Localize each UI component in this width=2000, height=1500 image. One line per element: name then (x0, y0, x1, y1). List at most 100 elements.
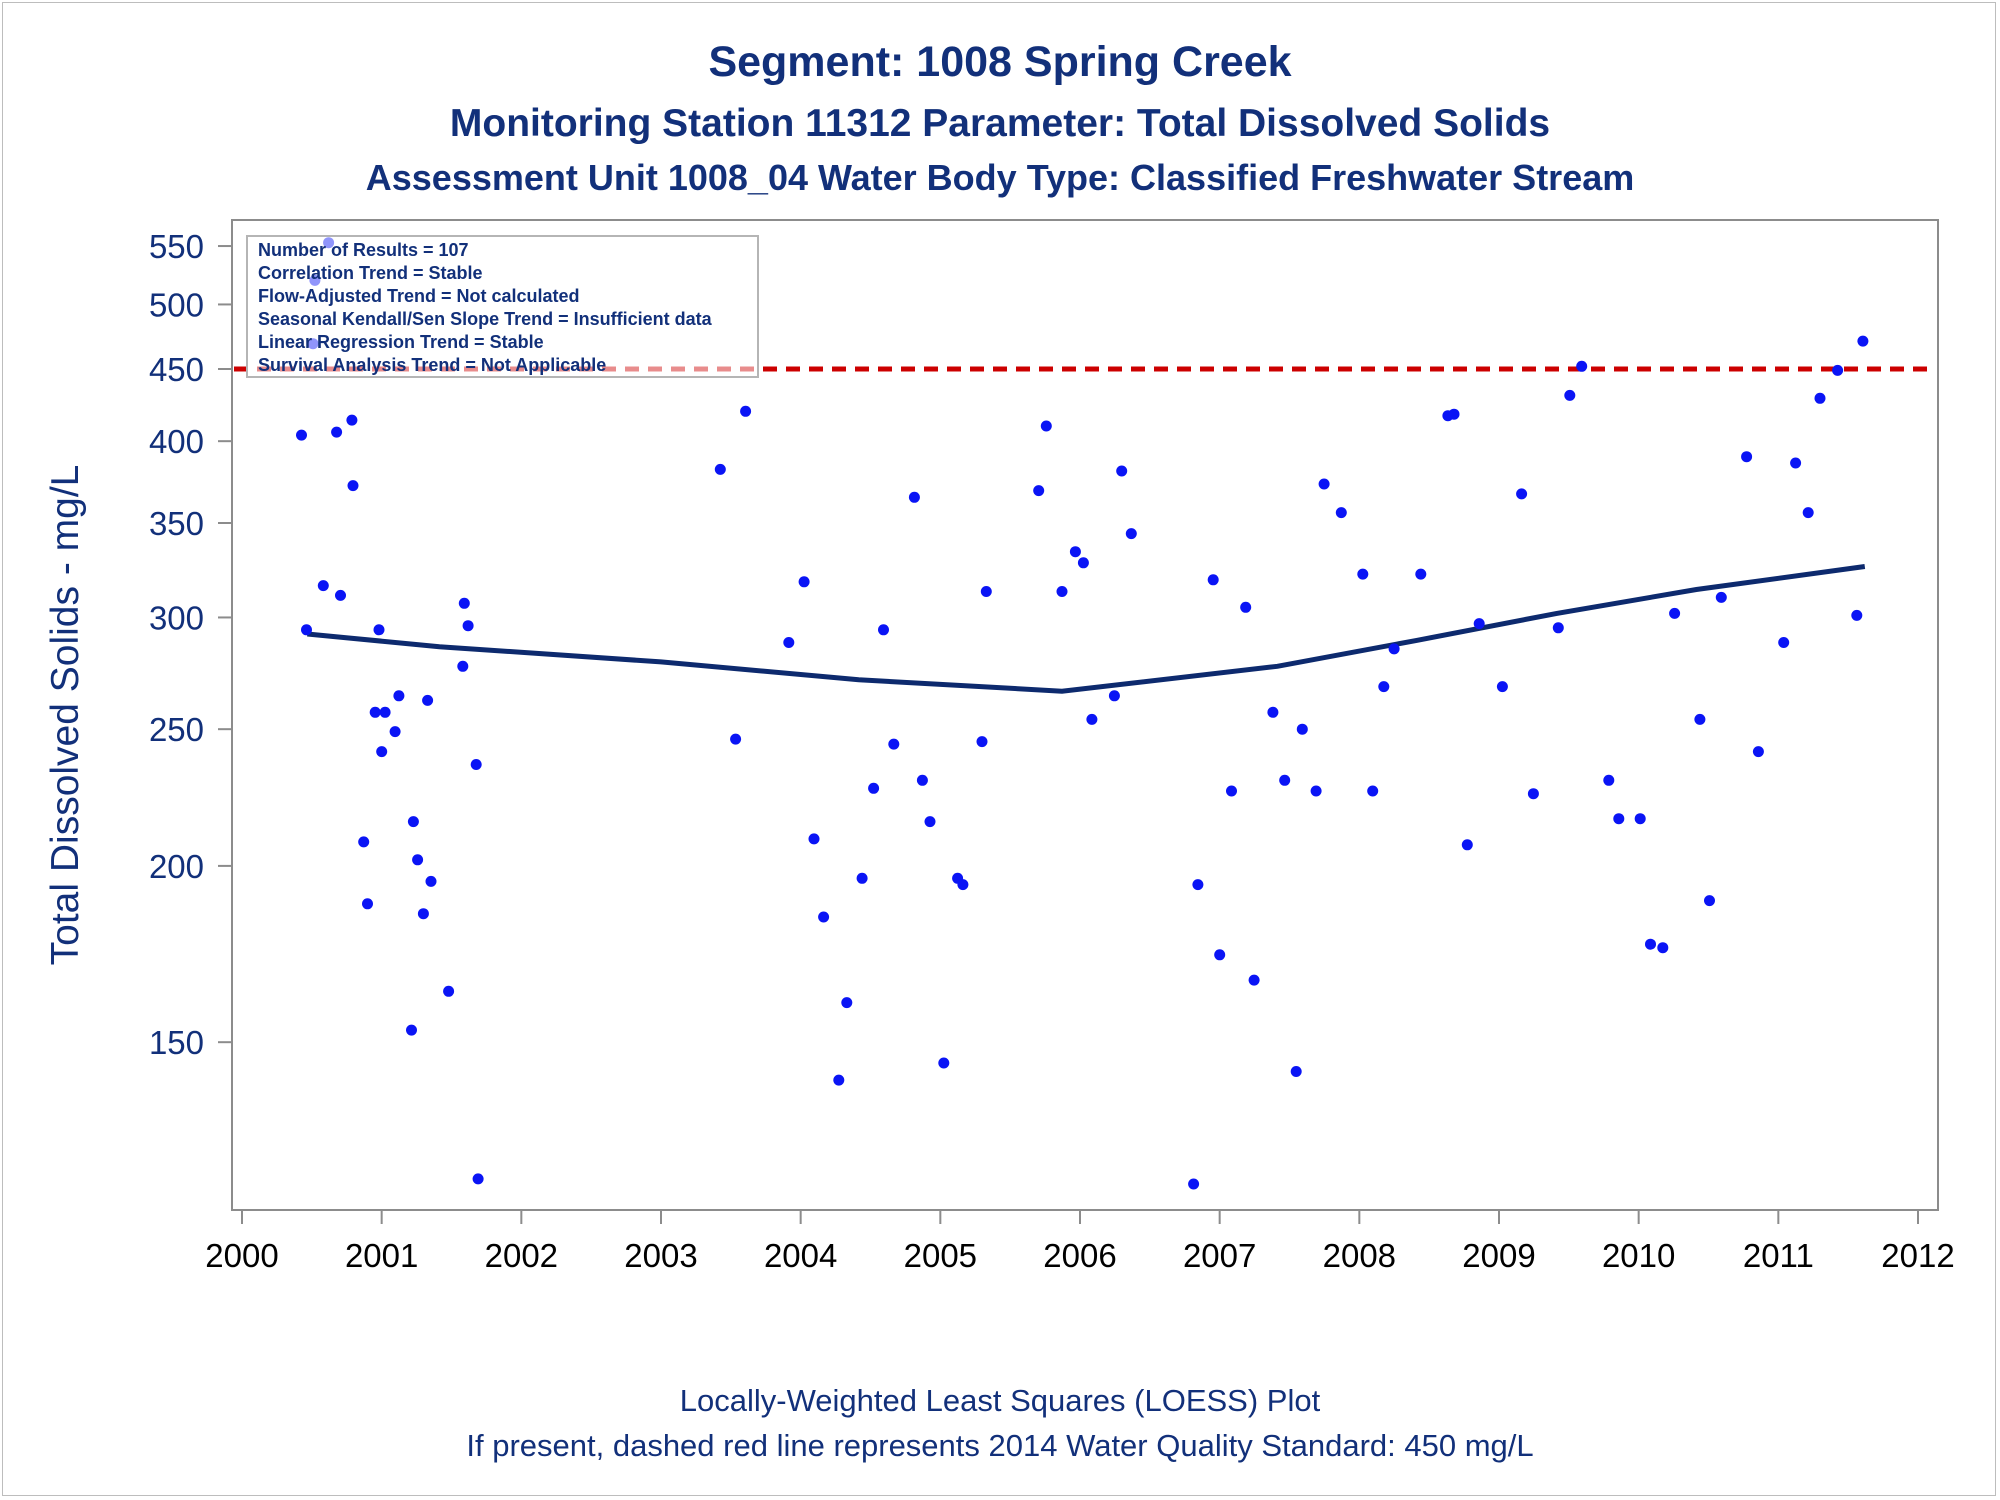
x-tick-label: 2003 (624, 1237, 697, 1274)
y-axis-label: Total Dissolved Solids - mg/L (44, 465, 87, 966)
data-point (1778, 637, 1790, 648)
data-point (1857, 335, 1869, 347)
data-point (1116, 465, 1128, 477)
data-point (1527, 788, 1539, 800)
data-point (980, 586, 992, 597)
legend-line: Number of Results = 107 (258, 240, 469, 260)
data-point (347, 480, 359, 492)
data-point (730, 733, 742, 745)
data-point (808, 833, 820, 845)
data-point (1516, 488, 1528, 500)
data-point (1214, 949, 1226, 961)
data-point (1192, 879, 1204, 891)
data-point (1741, 451, 1753, 463)
data-point (1645, 938, 1656, 950)
x-tick-label: 2001 (345, 1237, 418, 1274)
legend-line: Flow-Adjusted Trend = Not calculated (258, 286, 580, 306)
chart-title: Segment: 1008 Spring Creek (708, 38, 1292, 86)
data-point (470, 759, 482, 770)
y-tick-label: 450 (149, 351, 204, 388)
data-point (1496, 681, 1508, 693)
data-point (938, 1057, 950, 1069)
data-point (798, 576, 810, 588)
x-tick-label: 2008 (1323, 1237, 1396, 1274)
data-point (1752, 746, 1764, 758)
y-tick-label: 150 (149, 1024, 204, 1061)
data-point (1086, 713, 1098, 725)
data-point (1415, 568, 1427, 580)
x-tick-label: 2005 (904, 1237, 977, 1274)
data-point (1318, 478, 1330, 490)
data-point (462, 620, 474, 632)
data-point (1248, 974, 1260, 986)
x-tick-label: 2004 (764, 1237, 837, 1274)
data-point (331, 426, 343, 438)
data-point (841, 997, 853, 1009)
data-point (818, 911, 830, 923)
data-point (406, 1024, 417, 1036)
data-point (1296, 723, 1308, 735)
data-point (443, 985, 455, 997)
data-point (1125, 528, 1137, 540)
data-point (1603, 774, 1615, 786)
data-point (425, 875, 437, 887)
data-points (296, 237, 1869, 1190)
data-point (1634, 813, 1646, 825)
data-point (740, 405, 752, 417)
legend-line: Survival Analysis Trend = Not Applicable (258, 355, 606, 375)
data-point (1552, 622, 1564, 634)
data-point (1069, 546, 1081, 558)
data-point (1814, 392, 1826, 404)
data-point (908, 491, 920, 503)
data-point (1564, 389, 1576, 401)
data-point (1448, 408, 1460, 420)
data-point (407, 816, 419, 828)
y-tick-label: 550 (149, 228, 204, 265)
data-point (1388, 643, 1400, 655)
loess-line (307, 564, 1866, 694)
data-point (1335, 507, 1347, 519)
footnote-standard: If present, dashed red line represents 2… (466, 1428, 1534, 1463)
data-point (1802, 507, 1814, 519)
data-point (1033, 485, 1045, 497)
data-point (1576, 360, 1588, 372)
data-point (458, 597, 470, 609)
data-point (369, 706, 381, 718)
data-point (296, 429, 307, 441)
data-point (389, 726, 401, 738)
data-point (856, 872, 868, 884)
data-point (1704, 895, 1715, 907)
y-tick-label: 200 (149, 848, 204, 885)
data-point (393, 690, 405, 702)
x-tick-label: 2009 (1462, 1237, 1535, 1274)
data-point (472, 1173, 484, 1185)
data-point (878, 624, 889, 636)
data-point (1832, 364, 1844, 376)
data-point (924, 816, 936, 828)
data-point (1226, 785, 1237, 797)
data-point (1240, 601, 1252, 613)
data-point (1040, 420, 1052, 432)
data-point (1279, 774, 1291, 786)
data-point (916, 774, 928, 786)
chart-subtitle: Monitoring Station 11312 Parameter: Tota… (449, 102, 1551, 145)
data-point (1290, 1066, 1302, 1077)
x-tick-label: 2010 (1602, 1237, 1675, 1274)
data-point (301, 624, 312, 636)
legend-line: Linear Regression Trend = Stable (258, 332, 544, 352)
data-point (1188, 1178, 1200, 1190)
data-point (457, 660, 469, 672)
x-tick-label: 2011 (1743, 1237, 1814, 1274)
x-tick-label: 2006 (1043, 1237, 1116, 1274)
y-tick-label: 250 (149, 711, 204, 748)
data-point (1378, 681, 1390, 693)
y-axis: 150 200 250 300 350 400 450 500 550 (149, 228, 232, 1061)
data-point (1267, 706, 1279, 718)
data-point (358, 836, 370, 848)
legend-line: Correlation Trend = Stable (258, 263, 483, 283)
plot-area (231, 219, 1939, 1211)
data-point (1367, 785, 1379, 797)
data-point (373, 624, 385, 636)
